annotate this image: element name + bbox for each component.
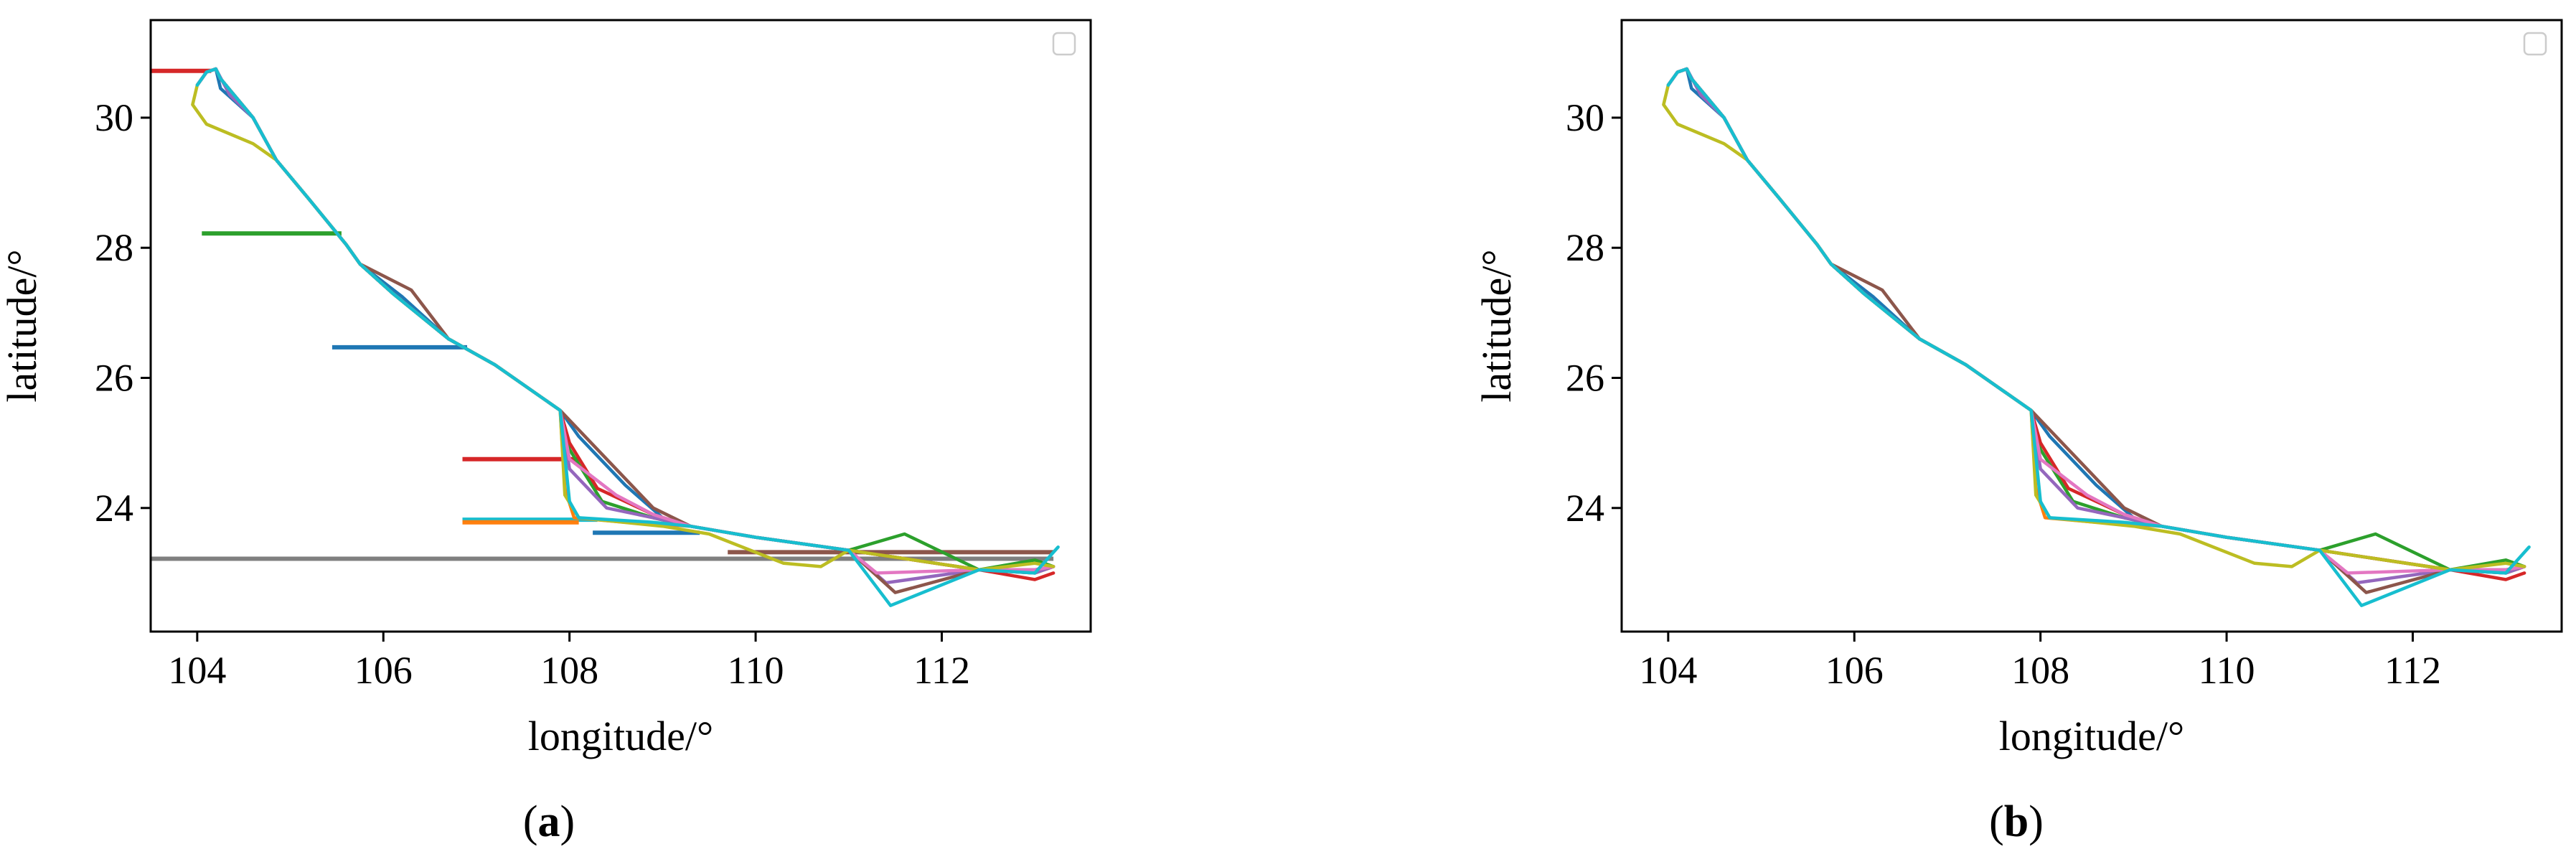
x-tick-label: 112 [913,649,970,692]
series-line-5 [1666,67,2526,594]
panel-label-letter: a [538,797,560,846]
x-tick-label: 110 [2199,649,2255,692]
series-line-8 [195,67,1060,607]
x-axis-label: longitude/° [528,713,713,759]
panel-b: 104 106 108 110 112 24 26 28 30 longitude/° latitu… [1473,19,2563,846]
y-tick-label: 28 [1566,226,1604,269]
panel-label-open: ( [523,797,538,846]
series-line-0 [195,67,1056,575]
series-line-2 [1666,67,2526,572]
y-tick-label: 30 [1566,96,1604,139]
panel-label-close: ) [2029,797,2044,846]
series-line-4 [195,67,1056,585]
axes-frame [1620,19,2563,633]
x-tick-label: 108 [540,649,598,692]
series-line-1 [1666,67,2526,575]
y-tick-label: 26 [95,357,133,400]
panel-label: (a) [523,797,575,846]
x-tick-label: 104 [1639,649,1697,692]
series-line-6 [195,67,1056,575]
panel-label-letter: b [2004,797,2029,846]
series-line-8 [1666,67,2531,607]
series-line-1 [195,67,1056,575]
series-line-0 [1666,67,2526,575]
x-tick-label: 108 [2011,649,2069,692]
plot-area [151,67,1060,607]
series-line-3 [195,67,1056,581]
series-line-2 [195,67,1056,572]
y-tick-label: 28 [95,226,133,269]
y-tick-label: 24 [95,487,133,530]
x-tick-label: 106 [1825,649,1884,692]
y-tick-label: 26 [1566,357,1604,400]
x-tick-label: 104 [168,649,226,692]
series-line-3 [1666,67,2526,581]
panel-label-close: ) [560,797,575,846]
panel-label: (b) [1989,797,2044,846]
plot-area [1662,67,2531,607]
x-tick-label: 112 [2384,649,2441,692]
series-line-4 [1666,67,2526,585]
axes-frame [149,19,1092,633]
legend-box [2523,32,2547,56]
x-tick-label: 110 [728,649,784,692]
x-axis-label: longitude/° [1999,713,2184,759]
panel-a: 104 106 108 110 112 24 26 28 30 longitude/° latitu… [0,19,1092,846]
y-tick-label: 24 [1566,487,1604,530]
series-line-6 [1666,67,2526,575]
legend-box [1052,32,1076,56]
y-axis-label: latitude/° [0,249,45,402]
y-axis-label: latitude/° [1473,249,1520,402]
y-tick-label: 30 [95,96,133,139]
x-tick-label: 106 [354,649,413,692]
panel-label-open: ( [1989,797,2004,846]
series-line-5 [195,67,1056,594]
